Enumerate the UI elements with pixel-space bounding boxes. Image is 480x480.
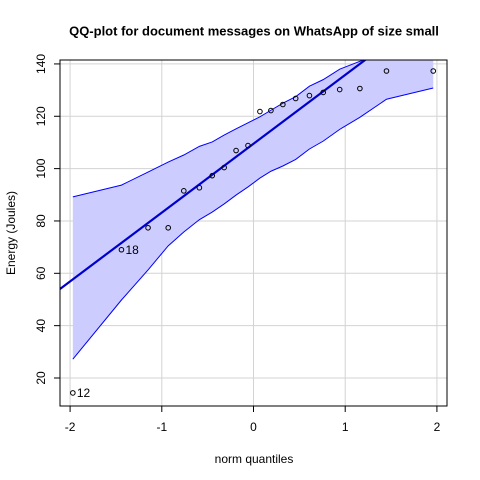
y-axis-label: Energy (Joules) <box>4 191 18 275</box>
point <box>280 101 286 108</box>
point <box>292 95 299 102</box>
y-tick-label: 80 <box>34 214 48 228</box>
y-tick-label: 20 <box>34 371 48 385</box>
y-tick-label: 60 <box>34 266 48 280</box>
point <box>257 108 263 115</box>
plot-area <box>60 60 447 406</box>
point <box>181 188 187 194</box>
x-tick-label: 2 <box>434 420 441 434</box>
point <box>320 89 326 96</box>
point <box>268 107 274 114</box>
y-tick-label: 40 <box>34 319 48 333</box>
envelope-edge <box>72 87 434 360</box>
point <box>196 184 203 191</box>
point <box>70 390 76 396</box>
point-label: 18 <box>125 243 139 257</box>
y-tick-label: 140 <box>34 54 48 74</box>
x-tick-label: 1 <box>342 420 349 434</box>
x-tick-label: 0 <box>250 420 257 434</box>
point <box>357 85 363 92</box>
reference-line <box>60 60 367 290</box>
x-axis-label: norm quantiles <box>215 452 294 466</box>
point <box>221 164 227 171</box>
chart-title: QQ-plot for document messages on WhatsAp… <box>69 23 439 38</box>
confidence-envelope <box>72 60 434 360</box>
point-label: 12 <box>77 386 91 400</box>
point <box>145 224 151 231</box>
point <box>233 147 239 154</box>
point <box>336 86 343 93</box>
y-tick-label: 100 <box>34 158 48 178</box>
point <box>118 246 125 253</box>
point <box>306 92 313 99</box>
point <box>165 224 172 231</box>
envelope-edge <box>72 60 365 198</box>
point <box>209 172 216 179</box>
x-tick-label: -2 <box>65 420 76 434</box>
point <box>430 68 437 74</box>
y-tick-label: 120 <box>34 106 48 126</box>
x-tick-label: -1 <box>156 420 167 434</box>
point <box>245 142 251 149</box>
point <box>383 68 390 74</box>
